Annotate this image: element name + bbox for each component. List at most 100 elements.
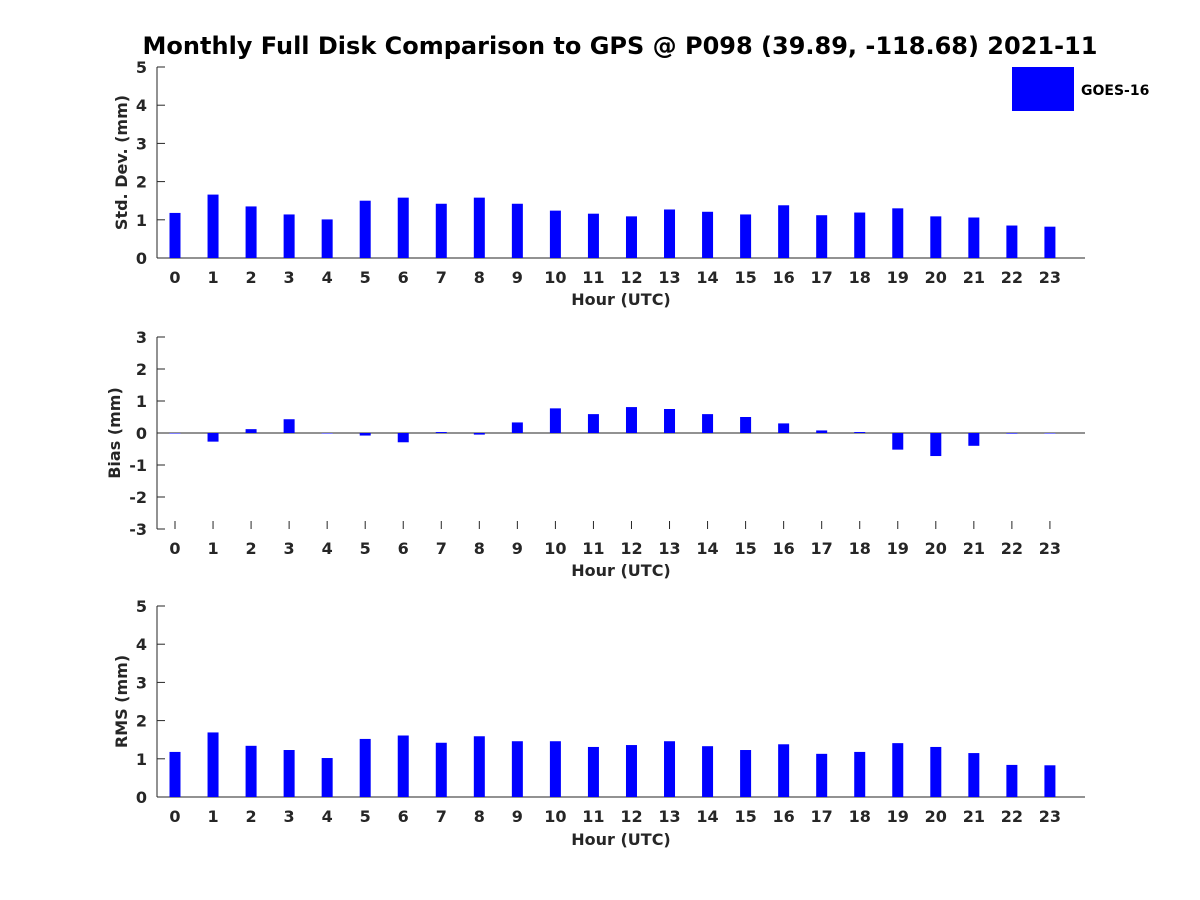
y-axis-label: Std. Dev. (mm) [112, 95, 131, 230]
x-tick-label: 12 [620, 268, 642, 287]
x-tick-label: 22 [1001, 268, 1023, 287]
x-tick-label: 13 [658, 539, 680, 558]
x-tick-label: 4 [322, 539, 333, 558]
x-tick-label: 16 [773, 807, 795, 826]
x-tick-label: 11 [582, 539, 604, 558]
x-tick-label: 1 [207, 807, 218, 826]
bar [740, 417, 752, 433]
bar [1006, 764, 1018, 797]
x-tick-label: 0 [169, 268, 180, 287]
x-tick-label: 4 [322, 268, 333, 287]
bar [359, 738, 371, 797]
x-tick-label: 19 [887, 807, 909, 826]
bar [892, 433, 904, 450]
x-tick-label: 16 [773, 539, 795, 558]
x-tick-label: 11 [582, 807, 604, 826]
y-tick-label: 1 [136, 392, 147, 411]
x-tick-label: 7 [436, 268, 447, 287]
bar [854, 751, 866, 797]
y-tick-label: 4 [136, 96, 147, 115]
bar [169, 751, 181, 797]
bar [245, 429, 257, 433]
x-tick-label: 2 [246, 807, 257, 826]
y-tick-label: 5 [136, 597, 147, 616]
x-tick-label: 5 [360, 807, 371, 826]
bar [511, 422, 523, 433]
x-tick-label: 17 [811, 807, 833, 826]
x-tick-label: 23 [1039, 807, 1061, 826]
x-tick-label: 10 [544, 807, 566, 826]
x-tick-label: 0 [169, 807, 180, 826]
bar [321, 433, 333, 434]
x-tick-label: 21 [963, 807, 985, 826]
y-tick-label: 0 [136, 424, 147, 443]
x-axis-label: Hour (UTC) [571, 290, 671, 309]
y-tick-label: 4 [136, 635, 147, 654]
x-tick-label: 16 [773, 268, 795, 287]
x-tick-label: 2 [246, 268, 257, 287]
bar [968, 217, 980, 258]
bar [892, 743, 904, 797]
bar [778, 205, 790, 258]
y-tick-label: 2 [136, 712, 147, 731]
x-tick-label: 20 [925, 268, 947, 287]
y-tick-label: -1 [129, 456, 147, 475]
bar [473, 736, 485, 797]
bar [435, 203, 447, 258]
x-tick-label: 6 [398, 807, 409, 826]
bar [740, 214, 752, 258]
x-tick-label: 10 [544, 539, 566, 558]
bar [549, 408, 561, 433]
bar [1006, 225, 1018, 258]
bar [587, 746, 599, 797]
bar [435, 432, 447, 433]
x-tick-label: 14 [696, 268, 718, 287]
y-tick-label: 0 [136, 249, 147, 268]
x-tick-label: 17 [811, 539, 833, 558]
y-tick-label: 2 [136, 360, 147, 379]
bar [587, 414, 599, 433]
bar [816, 215, 828, 258]
bar [702, 746, 714, 797]
y-tick-label: 2 [136, 173, 147, 192]
x-tick-label: 22 [1001, 539, 1023, 558]
x-tick-label: 18 [849, 268, 871, 287]
y-tick-label: 3 [136, 134, 147, 153]
x-tick-label: 4 [322, 807, 333, 826]
x-tick-label: 18 [849, 539, 871, 558]
bar [549, 741, 561, 797]
x-tick-label: 19 [887, 539, 909, 558]
bar [397, 197, 409, 258]
x-tick-label: 15 [734, 539, 756, 558]
bar [930, 216, 942, 258]
x-tick-label: 6 [398, 539, 409, 558]
bar [664, 409, 676, 433]
x-tick-label: 8 [474, 807, 485, 826]
bar [169, 433, 181, 434]
bar [283, 750, 295, 797]
x-tick-label: 5 [360, 539, 371, 558]
x-tick-label: 1 [207, 268, 218, 287]
x-tick-label: 13 [658, 807, 680, 826]
bar [473, 197, 485, 258]
x-tick-label: 20 [925, 807, 947, 826]
bar [892, 208, 904, 258]
bar [930, 433, 942, 457]
x-tick-label: 21 [963, 268, 985, 287]
bar [778, 744, 790, 797]
bar [473, 433, 485, 435]
bar [664, 741, 676, 797]
x-tick-label: 10 [544, 268, 566, 287]
y-tick-label: 5 [136, 58, 147, 77]
x-tick-label: 13 [658, 268, 680, 287]
bar [664, 209, 676, 258]
bar [283, 214, 295, 258]
bar [207, 194, 219, 258]
x-tick-label: 11 [582, 268, 604, 287]
x-tick-label: 21 [963, 539, 985, 558]
x-tick-label: 20 [925, 539, 947, 558]
